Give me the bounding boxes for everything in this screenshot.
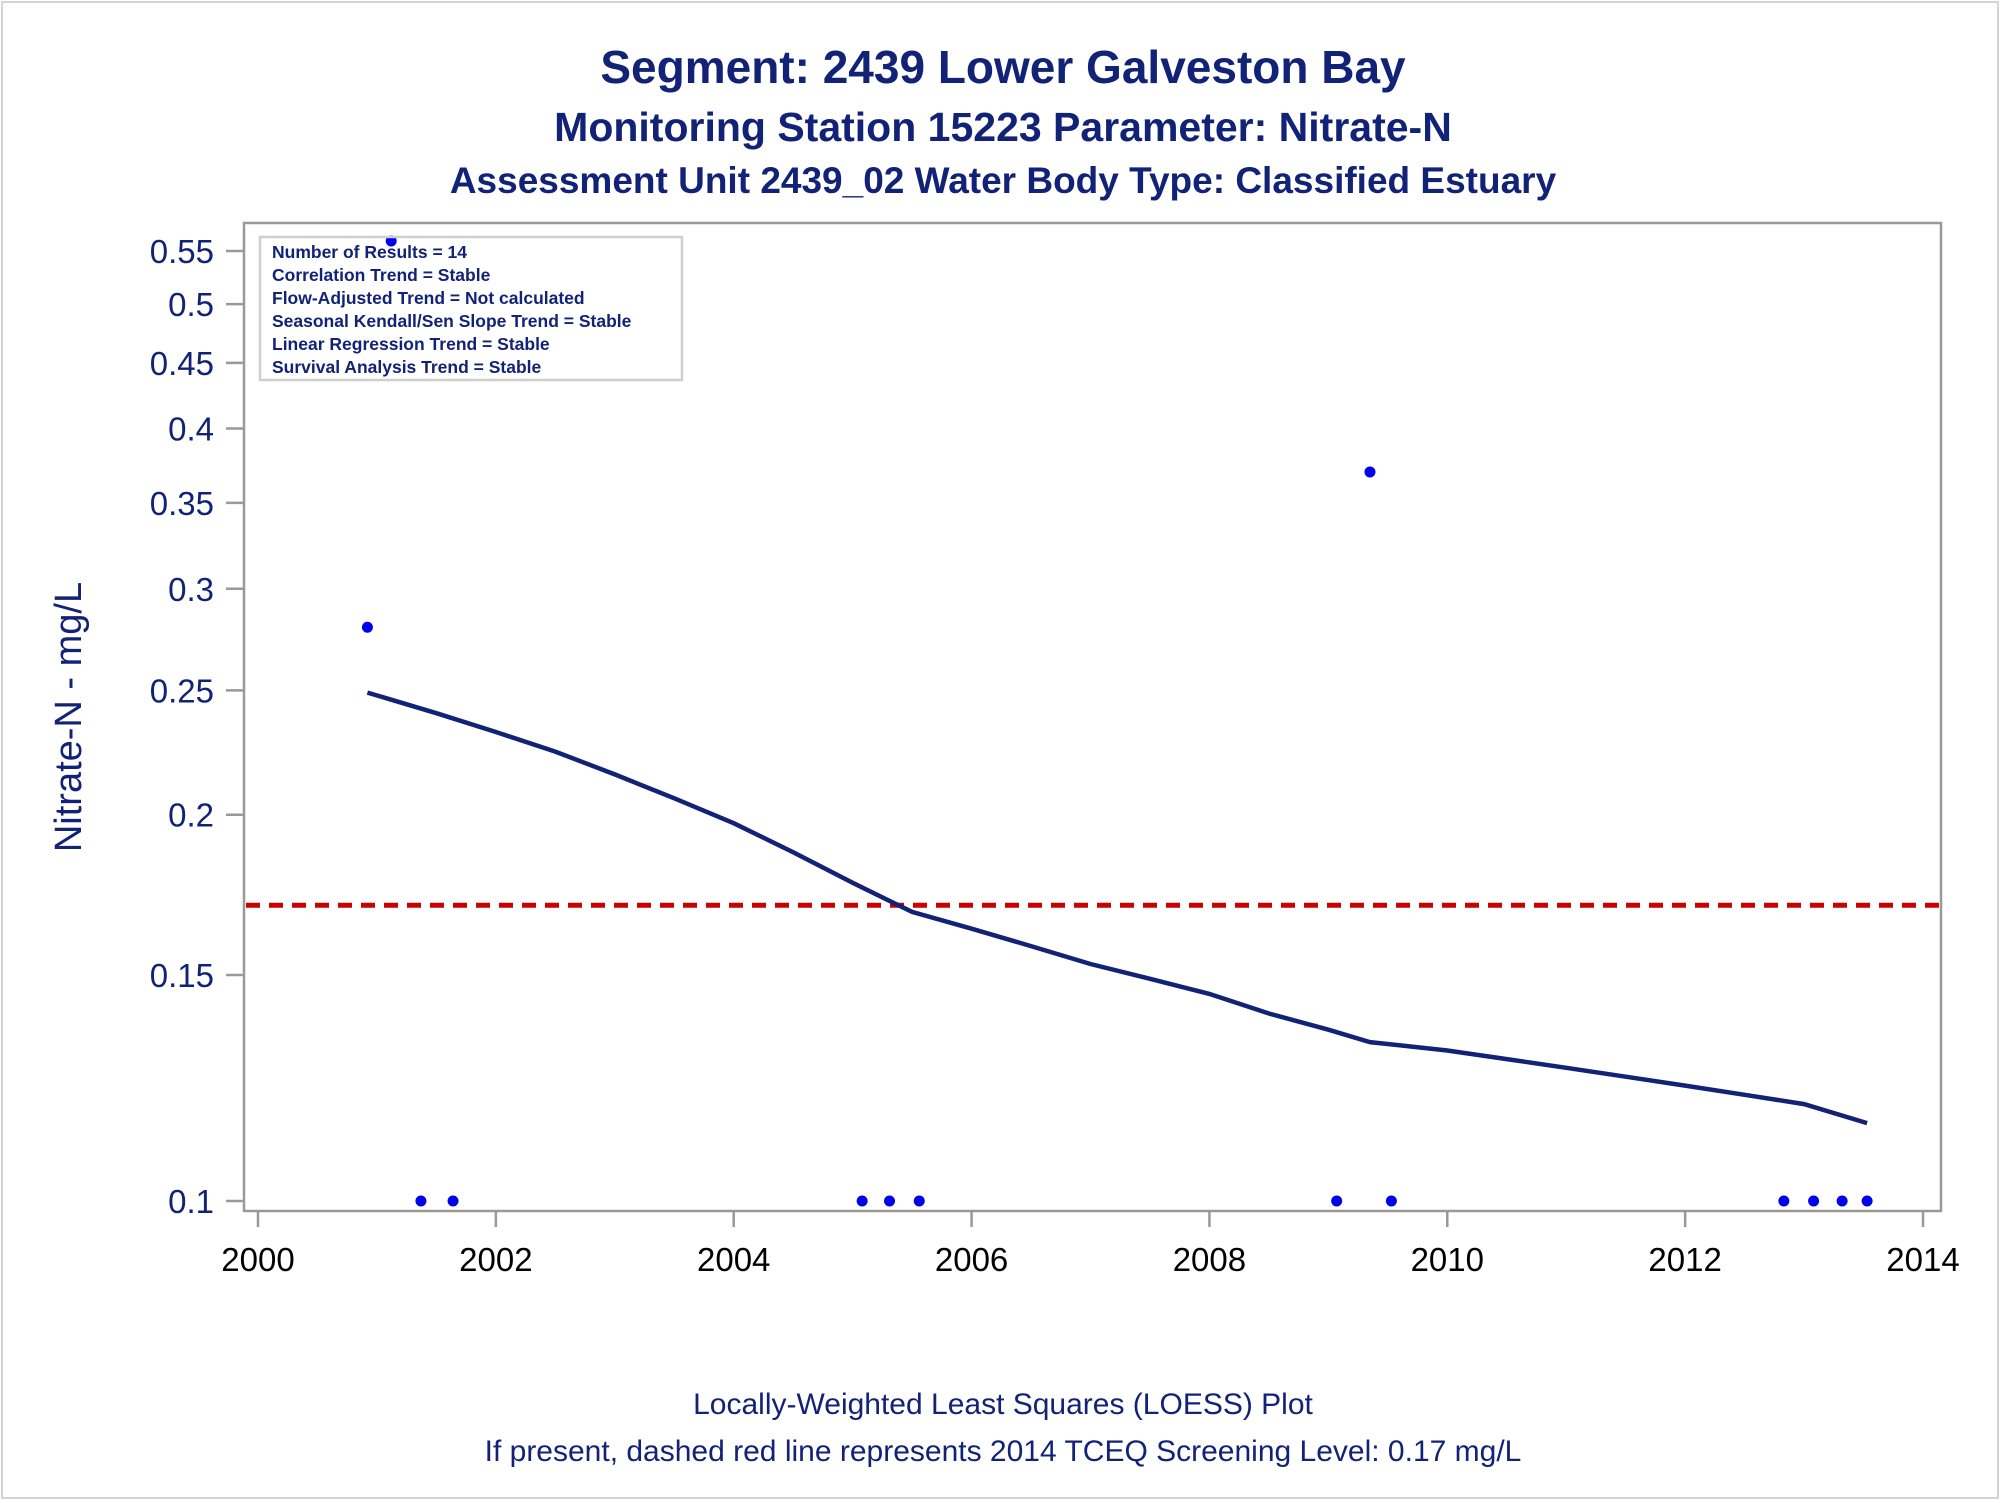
x-tick-label: 2004 bbox=[697, 1241, 770, 1278]
x-axis-ticks: 2000 2002 2004 2006 2008 2010 2012 2014 bbox=[221, 1211, 1960, 1278]
y-axis-ticks: 0.1 0.15 0.2 0.25 0.3 0.35 0.4 0.45 0.5 0.55 bbox=[150, 233, 244, 1220]
y-tick-label: 0.4 bbox=[168, 410, 214, 447]
stats-box-border bbox=[258, 235, 684, 382]
data-point bbox=[1778, 1195, 1790, 1207]
y-tick-label: 0.15 bbox=[150, 957, 214, 994]
data-point bbox=[415, 1195, 427, 1207]
data-points bbox=[361, 235, 1873, 1207]
y-tick-label: 0.5 bbox=[168, 286, 214, 323]
stat-survival-analysis-trend: Survival Analysis Trend = Stable bbox=[272, 357, 542, 377]
y-tick-label: 0.3 bbox=[168, 571, 214, 608]
y-tick-label: 0.35 bbox=[150, 485, 214, 522]
y-tick-label: 0.2 bbox=[168, 797, 214, 834]
footnote-loess: Locally-Weighted Least Squares (LOESS) P… bbox=[693, 1388, 1313, 1421]
data-point bbox=[1331, 1195, 1343, 1207]
stat-flow-adjusted-trend: Flow-Adjusted Trend = Not calculated bbox=[272, 288, 585, 308]
stat-number-of-results: Number of Results = 14 bbox=[272, 242, 467, 262]
data-point bbox=[913, 1195, 925, 1207]
stats-legend-box: Number of Results = 14 Correlation Trend… bbox=[258, 235, 684, 382]
data-point bbox=[884, 1195, 896, 1207]
data-point bbox=[447, 1195, 459, 1207]
x-tick-label: 2010 bbox=[1411, 1241, 1484, 1278]
stat-seasonal-kendall-trend: Seasonal Kendall/Sen Slope Trend = Stabl… bbox=[272, 311, 632, 331]
y-tick-label: 0.1 bbox=[168, 1183, 214, 1220]
data-point bbox=[1861, 1195, 1873, 1207]
data-point bbox=[1364, 466, 1376, 478]
chart-svg: Segment: 2439 Lower Galveston Bay Monito… bbox=[48, 41, 1960, 1468]
footnote-screening-level: If present, dashed red line represents 2… bbox=[485, 1435, 1522, 1468]
data-point bbox=[1836, 1195, 1848, 1207]
chart-subtitle: Monitoring Station 15223 Parameter: Nitr… bbox=[554, 104, 1452, 150]
stat-correlation-trend: Correlation Trend = Stable bbox=[272, 265, 491, 285]
data-point bbox=[1808, 1195, 1820, 1207]
x-tick-label: 2008 bbox=[1173, 1241, 1246, 1278]
x-tick-label: 2006 bbox=[935, 1241, 1008, 1278]
chart-subtitle-2: Assessment Unit 2439_02 Water Body Type:… bbox=[450, 160, 1557, 201]
y-tick-label: 0.55 bbox=[150, 233, 214, 270]
y-tick-label: 0.45 bbox=[150, 345, 214, 382]
data-point bbox=[1385, 1195, 1397, 1207]
x-tick-label: 2002 bbox=[459, 1241, 532, 1278]
chart-title: Segment: 2439 Lower Galveston Bay bbox=[600, 41, 1406, 93]
x-tick-label: 2014 bbox=[1886, 1241, 1959, 1278]
data-point bbox=[361, 621, 373, 633]
loess-curve bbox=[366, 690, 1868, 1126]
x-tick-label: 2012 bbox=[1648, 1241, 1721, 1278]
stat-linear-regression-trend: Linear Regression Trend = Stable bbox=[272, 334, 550, 354]
plot-area bbox=[242, 221, 1943, 1213]
x-tick-label: 2000 bbox=[221, 1241, 294, 1278]
y-tick-label: 0.25 bbox=[150, 672, 214, 709]
data-point bbox=[856, 1195, 868, 1207]
y-axis-label: Nitrate-N - mg/L bbox=[48, 582, 90, 852]
